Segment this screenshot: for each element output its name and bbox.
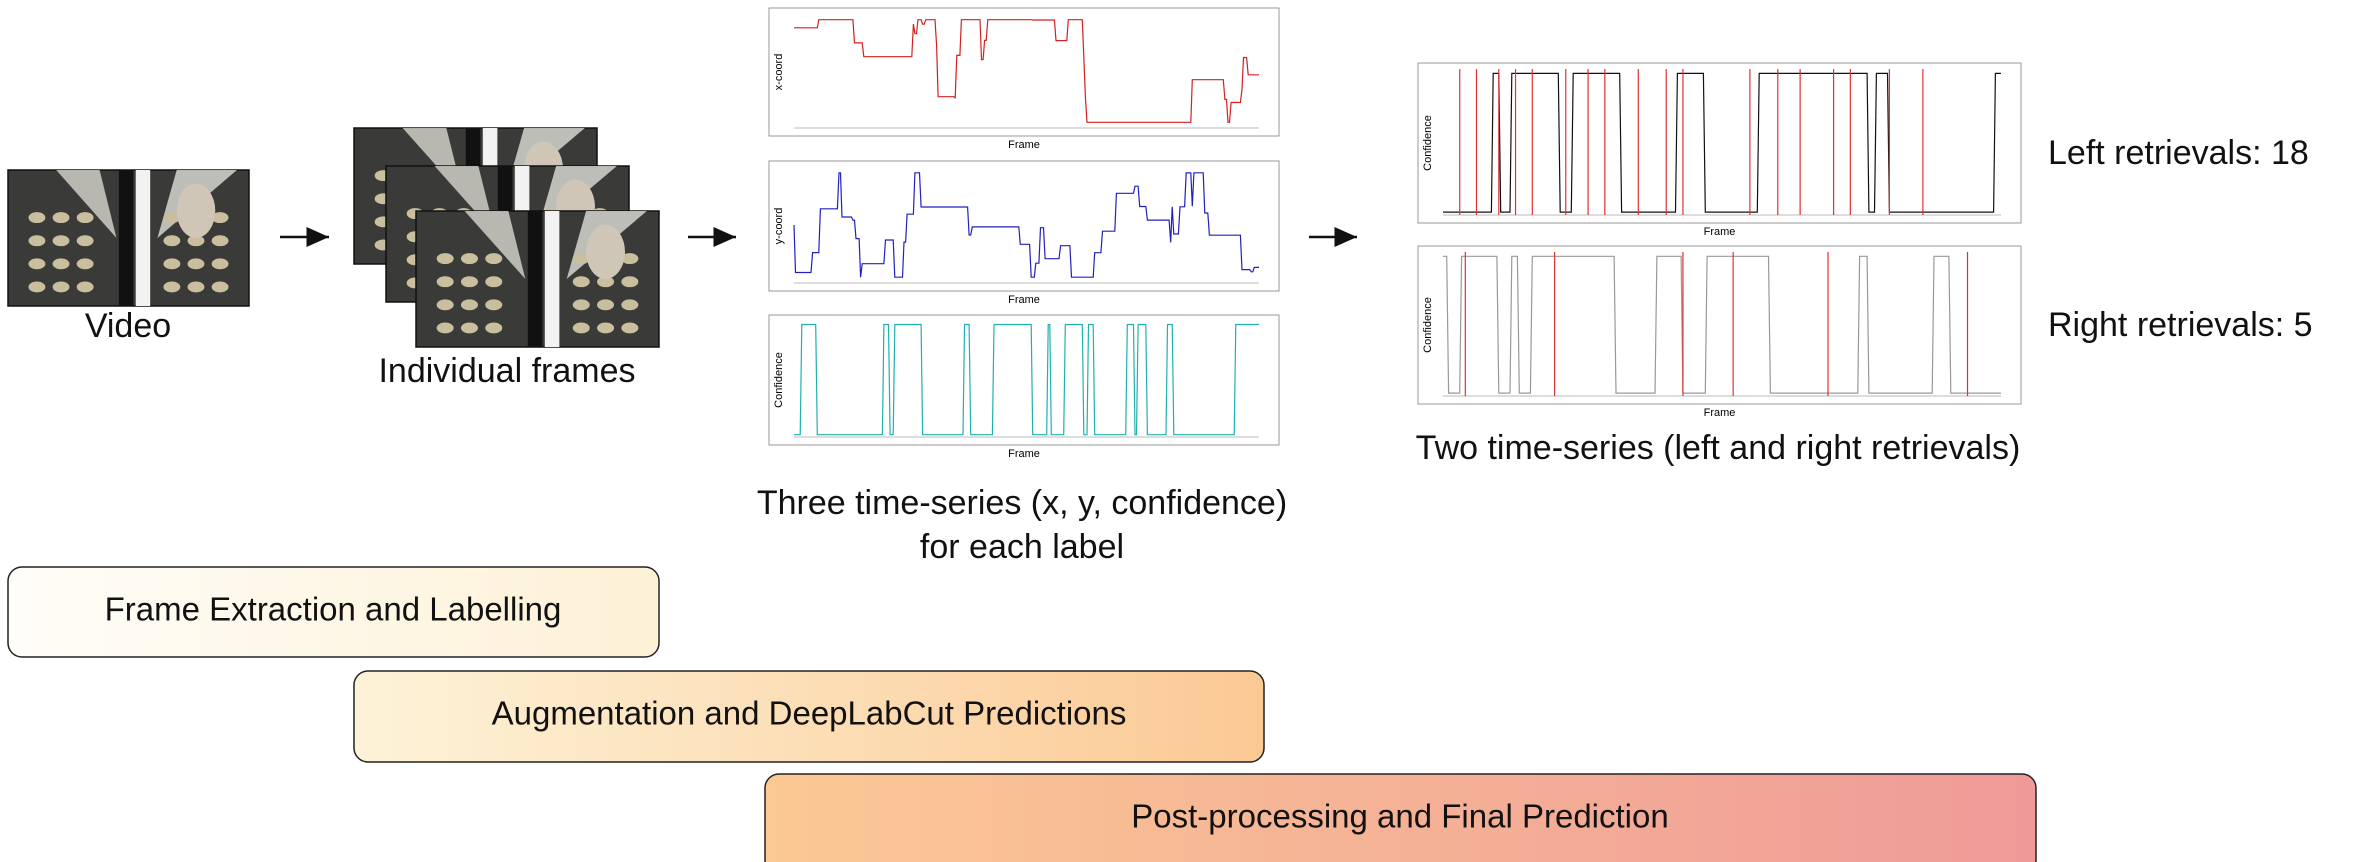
pellet — [76, 212, 94, 224]
divider — [118, 170, 134, 306]
pellet — [572, 276, 590, 288]
pellet — [163, 281, 181, 293]
plot-frame — [768, 160, 1280, 292]
pellet — [436, 276, 454, 288]
light — [504, 128, 585, 196]
divider — [544, 211, 560, 347]
pellet — [76, 235, 94, 247]
pellet — [211, 212, 229, 224]
pellet — [460, 276, 478, 288]
mini-plot: Confidence Frame — [768, 314, 1280, 460]
y-axis-label: y-coord — [773, 208, 785, 245]
trace — [1443, 255, 2001, 394]
light — [56, 170, 117, 238]
stage-label: Augmentation and DeepLabCut Predictions — [492, 695, 1127, 732]
mini-plot: Confidence Frame — [1417, 62, 2022, 238]
caption: for each label — [920, 528, 1124, 566]
pellet — [28, 235, 46, 247]
pellet — [460, 299, 478, 311]
pellet — [187, 258, 205, 270]
pellet — [597, 276, 615, 288]
pellet — [597, 322, 615, 334]
caption: Three time-series (x, y, confidence) — [757, 484, 1287, 522]
stage-bar — [353, 670, 1265, 763]
pellet — [76, 281, 94, 293]
pellet — [436, 299, 454, 311]
x-axis-label: Frame — [1008, 448, 1040, 460]
x-axis-label: Frame — [1008, 294, 1040, 306]
divider — [527, 211, 543, 347]
mini-plot: y-coord Frame — [768, 160, 1280, 306]
pellet — [621, 253, 639, 265]
pellet — [572, 253, 590, 265]
pellet — [460, 253, 478, 265]
plot-frame — [768, 7, 1280, 137]
pellet — [436, 322, 454, 334]
pellet — [572, 299, 590, 311]
stage-label: Frame Extraction and Labelling — [105, 591, 562, 628]
x-axis-label: Frame — [1008, 139, 1040, 151]
pellet — [52, 212, 70, 224]
result-label: Right retrievals: 5 — [2048, 306, 2313, 344]
result-label: Left retrievals: 18 — [2048, 134, 2309, 172]
pellet — [52, 258, 70, 270]
pellet — [163, 258, 181, 270]
pellet — [485, 322, 503, 334]
pellet — [28, 258, 46, 270]
pellet — [28, 281, 46, 293]
trace — [794, 19, 1259, 123]
divider — [135, 170, 151, 306]
x-axis-label: Frame — [1704, 407, 1736, 419]
mouse — [586, 224, 625, 279]
pellet — [621, 322, 639, 334]
mini-plot: Confidence Frame — [1417, 245, 2022, 419]
pellet — [211, 235, 229, 247]
pellet — [597, 299, 615, 311]
trace — [794, 323, 1259, 436]
pellet — [28, 212, 46, 224]
caption: Two time-series (left and right retrieva… — [1416, 429, 2021, 467]
light — [464, 211, 526, 279]
pellet — [436, 253, 454, 265]
pellet — [572, 322, 590, 334]
pellet — [187, 235, 205, 247]
frame-image — [415, 210, 660, 348]
stage-bar — [764, 773, 2037, 862]
pellet — [52, 235, 70, 247]
pellet — [211, 281, 229, 293]
mini-plot: x-coord Frame — [768, 7, 1280, 151]
stage-label: Post-processing and Final Prediction — [1131, 798, 1668, 835]
plot-frame — [1417, 62, 2022, 224]
pellet — [187, 281, 205, 293]
x-axis-label: Frame — [1704, 226, 1736, 238]
pellet — [485, 276, 503, 288]
pellet — [163, 235, 181, 247]
pellet — [211, 258, 229, 270]
plot-frame — [1417, 245, 2022, 405]
trace — [1443, 72, 2001, 213]
pellet — [621, 276, 639, 288]
pellet — [460, 322, 478, 334]
pellet — [163, 212, 181, 224]
pellet — [76, 258, 94, 270]
caption: Individual frames — [378, 352, 635, 390]
trace — [793, 172, 1259, 278]
pellet — [485, 299, 503, 311]
mouse — [176, 183, 216, 238]
y-axis-label: Confidence — [1422, 297, 1434, 353]
pellet — [52, 281, 70, 293]
pellet — [621, 299, 639, 311]
stage-bar — [7, 566, 660, 658]
y-axis-label: Confidence — [773, 352, 785, 408]
pellet — [485, 253, 503, 265]
y-axis-label: x-coord — [773, 54, 785, 91]
plot-frame — [768, 314, 1280, 446]
frame-image — [7, 169, 250, 307]
y-axis-label: Confidence — [1422, 115, 1434, 171]
caption: Video — [85, 307, 171, 345]
